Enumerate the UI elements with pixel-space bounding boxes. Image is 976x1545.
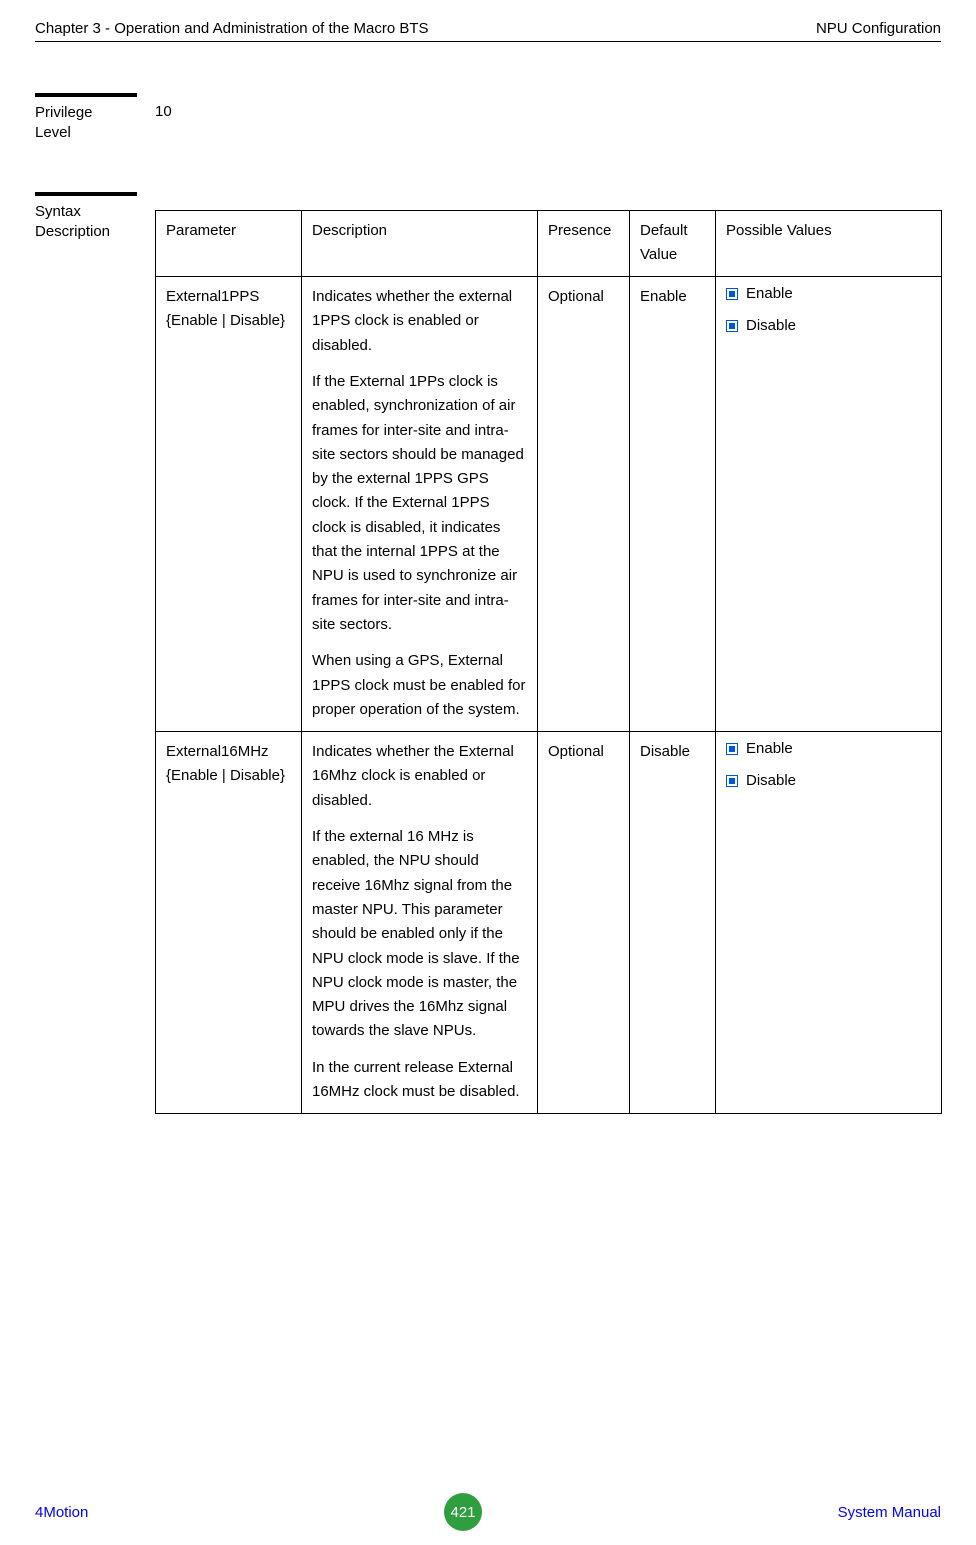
table-header-row: Parameter Description Presence Default V…	[156, 210, 942, 277]
square-bullet-icon	[726, 320, 738, 332]
cell-possible-values: Enable Disable	[716, 277, 942, 732]
cell-default: Disable	[630, 732, 716, 1114]
header-right: NPU Configuration	[816, 20, 941, 37]
page-footer: 4Motion 421 System Manual	[35, 1493, 941, 1531]
cell-presence: Optional	[538, 732, 630, 1114]
possible-values-list: Enable Disable	[726, 285, 931, 335]
col-description: Description	[302, 210, 538, 277]
col-presence: Presence	[538, 210, 630, 277]
col-default-value: Default Value	[630, 210, 716, 277]
running-header: Chapter 3 - Operation and Administration…	[35, 20, 941, 37]
cell-parameter: External1PPS {Enable | Disable}	[156, 277, 302, 732]
desc-para: Indicates whether the external 1PPS cloc…	[312, 285, 527, 358]
value-label: Enable	[746, 285, 793, 303]
desc-para: Indicates whether the External 16Mhz clo…	[312, 740, 527, 813]
desc-para: If the External 1PPs clock is enabled, s…	[312, 370, 527, 637]
syntax-description-row: Syntax Description Parameter Description…	[35, 196, 941, 1115]
possible-values-list: Enable Disable	[726, 740, 931, 790]
footer-right: System Manual	[838, 1504, 941, 1521]
syntax-label-line2: Description	[35, 223, 110, 240]
list-item: Disable	[726, 317, 931, 335]
privilege-label: Privilege Level	[35, 97, 137, 144]
footer-left: 4Motion	[35, 1504, 88, 1521]
syntax-label-line1: Syntax	[35, 203, 81, 220]
privilege-value: 10	[137, 97, 172, 120]
desc-para: If the external 16 MHz is enabled, the N…	[312, 825, 527, 1044]
table-row: External16MHz {Enable | Disable} Indicat…	[156, 732, 942, 1114]
table-row: External1PPS {Enable | Disable} Indicate…	[156, 277, 942, 732]
privilege-level-row: Privilege Level 10	[35, 97, 941, 144]
value-label: Disable	[746, 317, 796, 335]
square-bullet-icon	[726, 288, 738, 300]
square-bullet-icon	[726, 743, 738, 755]
desc-para: In the current release External 16MHz cl…	[312, 1056, 527, 1105]
list-item: Disable	[726, 772, 931, 790]
cell-description: Indicates whether the External 16Mhz clo…	[302, 732, 538, 1114]
col-parameter: Parameter	[156, 210, 302, 277]
desc-para: When using a GPS, External 1PPS clock mu…	[312, 649, 527, 722]
square-bullet-icon	[726, 775, 738, 787]
list-item: Enable	[726, 285, 931, 303]
privilege-label-line2: Level	[35, 124, 71, 141]
col-possible-values: Possible Values	[716, 210, 942, 277]
page-number-badge: 421	[444, 1493, 482, 1531]
syntax-parameter-table: Parameter Description Presence Default V…	[155, 210, 942, 1115]
cell-parameter: External16MHz {Enable | Disable}	[156, 732, 302, 1114]
privilege-label-line1: Privilege	[35, 104, 93, 121]
cell-description: Indicates whether the external 1PPS cloc…	[302, 277, 538, 732]
header-left: Chapter 3 - Operation and Administration…	[35, 20, 429, 37]
page: Chapter 3 - Operation and Administration…	[0, 0, 976, 1545]
syntax-label: Syntax Description	[35, 196, 137, 243]
header-rule	[35, 41, 941, 42]
section-bar	[35, 192, 137, 196]
cell-default: Enable	[630, 277, 716, 732]
cell-presence: Optional	[538, 277, 630, 732]
list-item: Enable	[726, 740, 931, 758]
value-label: Enable	[746, 740, 793, 758]
section-bar	[35, 93, 137, 97]
cell-possible-values: Enable Disable	[716, 732, 942, 1114]
value-label: Disable	[746, 772, 796, 790]
